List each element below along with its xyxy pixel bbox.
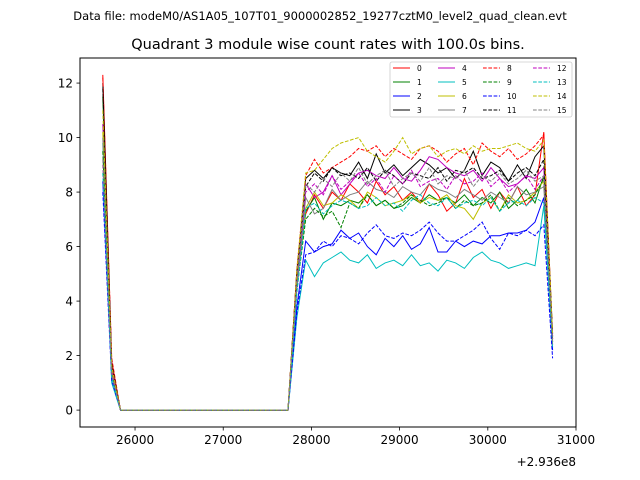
x-tick-label: 26000 — [116, 433, 154, 447]
legend-label: 9 — [507, 78, 512, 87]
legend-entry-4: 4 — [438, 64, 467, 73]
series-line-13 — [102, 172, 554, 411]
legend-entry-9: 9 — [483, 78, 512, 87]
legend-entry-10: 10 — [483, 92, 517, 101]
legend-entry-7: 7 — [438, 106, 467, 115]
legend-entry-1: 1 — [393, 78, 422, 87]
legend-label: 12 — [557, 64, 567, 73]
legend-label: 6 — [462, 92, 467, 101]
legend-label: 14 — [557, 92, 567, 101]
legend-entry-8: 8 — [483, 64, 512, 73]
plot-frame — [79, 57, 577, 428]
legend-entry-2: 2 — [393, 92, 422, 101]
legend-label: 7 — [462, 106, 467, 115]
legend-entry-14: 14 — [533, 92, 567, 101]
y-tick-label: 10 — [58, 131, 73, 145]
legend-label: 2 — [417, 92, 422, 101]
legend-entry-3: 3 — [393, 106, 422, 115]
y-tick-label: 2 — [65, 349, 73, 363]
series-line-8 — [102, 77, 554, 411]
legend-label: 5 — [462, 78, 467, 87]
legend-label: 1 — [417, 78, 422, 87]
x-tick-label: 30000 — [469, 433, 507, 447]
legend-label: 10 — [507, 92, 517, 101]
legend-entry-0: 0 — [393, 64, 422, 73]
x-tick-label: 27000 — [204, 433, 242, 447]
legend-entry-12: 12 — [533, 64, 567, 73]
legend-label: 4 — [462, 64, 467, 73]
x-tick-label: 29000 — [381, 433, 419, 447]
y-tick-label: 12 — [58, 77, 73, 91]
series-line-15 — [102, 159, 554, 411]
legend-label: 3 — [417, 106, 422, 115]
legend-label: 8 — [507, 64, 512, 73]
chart-title: Quadrant 3 module wise count rates with … — [131, 37, 525, 53]
y-tick-label: 4 — [65, 295, 73, 309]
x-offset-label: +2.936e8 — [517, 455, 576, 469]
x-tick-label: 31000 — [557, 433, 595, 447]
series-line-9 — [102, 151, 554, 411]
y-tick-label: 6 — [65, 240, 73, 254]
legend-entry-13: 13 — [533, 78, 567, 87]
legend-label: 0 — [417, 64, 422, 73]
x-axis: 26000 27000 28000 29000 30000 31000 — [116, 427, 595, 447]
legend-label: 13 — [557, 78, 567, 87]
legend-entry-5: 5 — [438, 78, 467, 87]
y-axis: 0 2 4 6 8 10 12 — [58, 77, 80, 418]
legend-entry-6: 6 — [438, 92, 467, 101]
legend-entry-11: 11 — [483, 106, 517, 115]
series-layer — [102, 74, 554, 411]
y-tick-label: 0 — [65, 404, 73, 418]
legend-label: 15 — [557, 106, 567, 115]
legend-label: 11 — [507, 106, 517, 115]
x-tick-label: 28000 — [292, 433, 330, 447]
suptitle: Data file: modeM0/AS1A05_107T01_90000028… — [73, 9, 567, 23]
y-tick-label: 8 — [65, 186, 73, 200]
legend-box — [389, 61, 573, 118]
legend-entry-15: 15 — [533, 106, 567, 115]
